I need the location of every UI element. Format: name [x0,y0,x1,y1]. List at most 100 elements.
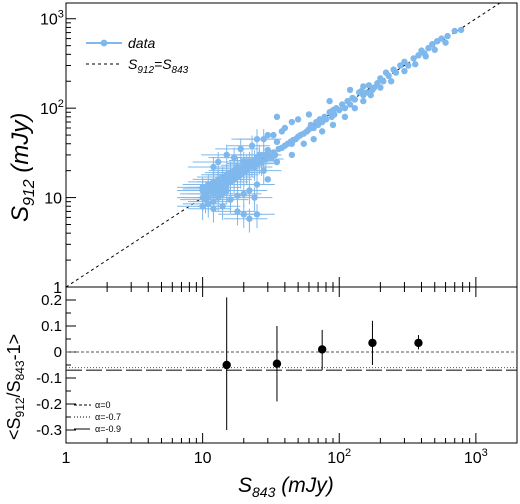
y-tick-label-top: 103 [40,9,64,29]
data-point [360,83,367,90]
data-point [349,94,356,102]
data-point [305,111,313,118]
data-point [326,97,333,105]
data-point [223,151,230,159]
bottom-legend-label: α=0 [95,400,110,410]
y-tick-label-bottom: 0 [54,344,62,361]
data-point [377,84,384,91]
data-point [246,215,253,222]
x-axis-title: S843 (mJy) [238,474,334,499]
data-point [275,145,282,153]
data-point [401,67,408,75]
data-point [248,142,256,149]
mean-ratio-point [368,338,377,348]
data-point [270,149,277,156]
data-point [377,75,384,82]
data-point [318,128,326,135]
data-point [329,121,337,129]
y-tick-label-bottom: -0.3 [36,422,62,439]
y-tick-label-bottom: 0.1 [41,318,62,335]
data-point [240,158,247,166]
data-point [344,97,351,105]
data-point [199,184,206,191]
data-point [210,205,217,212]
data-series-points [177,26,465,233]
x-tick-label: 103 [464,447,488,467]
data-point [390,66,397,73]
data-point [412,61,419,68]
y-tick-label-bottom: -0.1 [36,370,62,387]
data-point [240,190,247,198]
data-point [310,135,317,143]
legend-marker-dot [100,39,108,47]
data-point [451,27,458,35]
mean-ratio-point [222,360,231,370]
y-tick-label-top: 102 [40,98,64,118]
data-point [246,187,253,194]
data-point [401,58,408,65]
data-point [210,178,217,186]
data-point [278,128,286,135]
data-point [429,40,436,48]
data-point [234,208,241,215]
x-tick-label: 10 [194,450,212,467]
data-point [369,86,376,94]
mean-ratio-point [317,345,327,354]
data-point [457,26,465,34]
y-axis-title-bottom: <S912/S843-1> [4,334,27,440]
data-point [264,176,272,183]
data-point [260,135,267,143]
data-point [397,62,404,69]
data-point [219,203,226,210]
data-point [270,131,277,139]
data-point [351,104,359,112]
data-point [338,101,346,108]
data-point [230,154,238,161]
legend-label-diagonal: S912=S843 [128,56,189,76]
data-point [273,113,281,121]
data-point [341,113,349,121]
data-point [431,46,438,53]
y-tick-label-bottom: -0.2 [36,396,62,413]
data-point [346,86,354,94]
data-point [253,211,261,218]
data-point [214,158,222,166]
data-point [410,55,417,62]
data-point [356,89,363,96]
data-point [214,176,222,183]
data-point [365,82,373,89]
data-point [326,109,333,116]
data-point [425,44,432,52]
data-point [442,39,449,46]
data-point [273,138,281,146]
data-point [251,194,258,201]
mean-ratio-point [272,359,282,368]
data-point [253,181,261,188]
data-point [264,131,272,139]
y-tick-label-top: 1 [53,280,62,297]
mean-ratio-point [414,338,423,348]
data-point [418,47,425,54]
data-point [321,113,328,121]
data-point [387,78,395,85]
x-tick-label: 1 [62,450,71,467]
data-point [433,38,441,45]
data-point [422,53,429,60]
y-axis-title-top: S912 (mJy) [7,113,38,222]
data-point [288,118,296,126]
bottom-panel-frame [65,286,518,444]
data-point [444,32,451,40]
bottom-legend-label: α=-0.9 [95,424,121,434]
bottom-legend-label: α=-0.7 [95,412,121,422]
data-point [288,151,296,159]
x-tick-label: 102 [327,447,351,467]
data-point [360,97,367,105]
data-point [367,91,374,99]
data-point [294,116,302,123]
data-point [273,158,281,166]
data-point [205,181,212,188]
data-point [237,145,244,153]
y-tick-label-bottom: 0.2 [41,292,62,309]
